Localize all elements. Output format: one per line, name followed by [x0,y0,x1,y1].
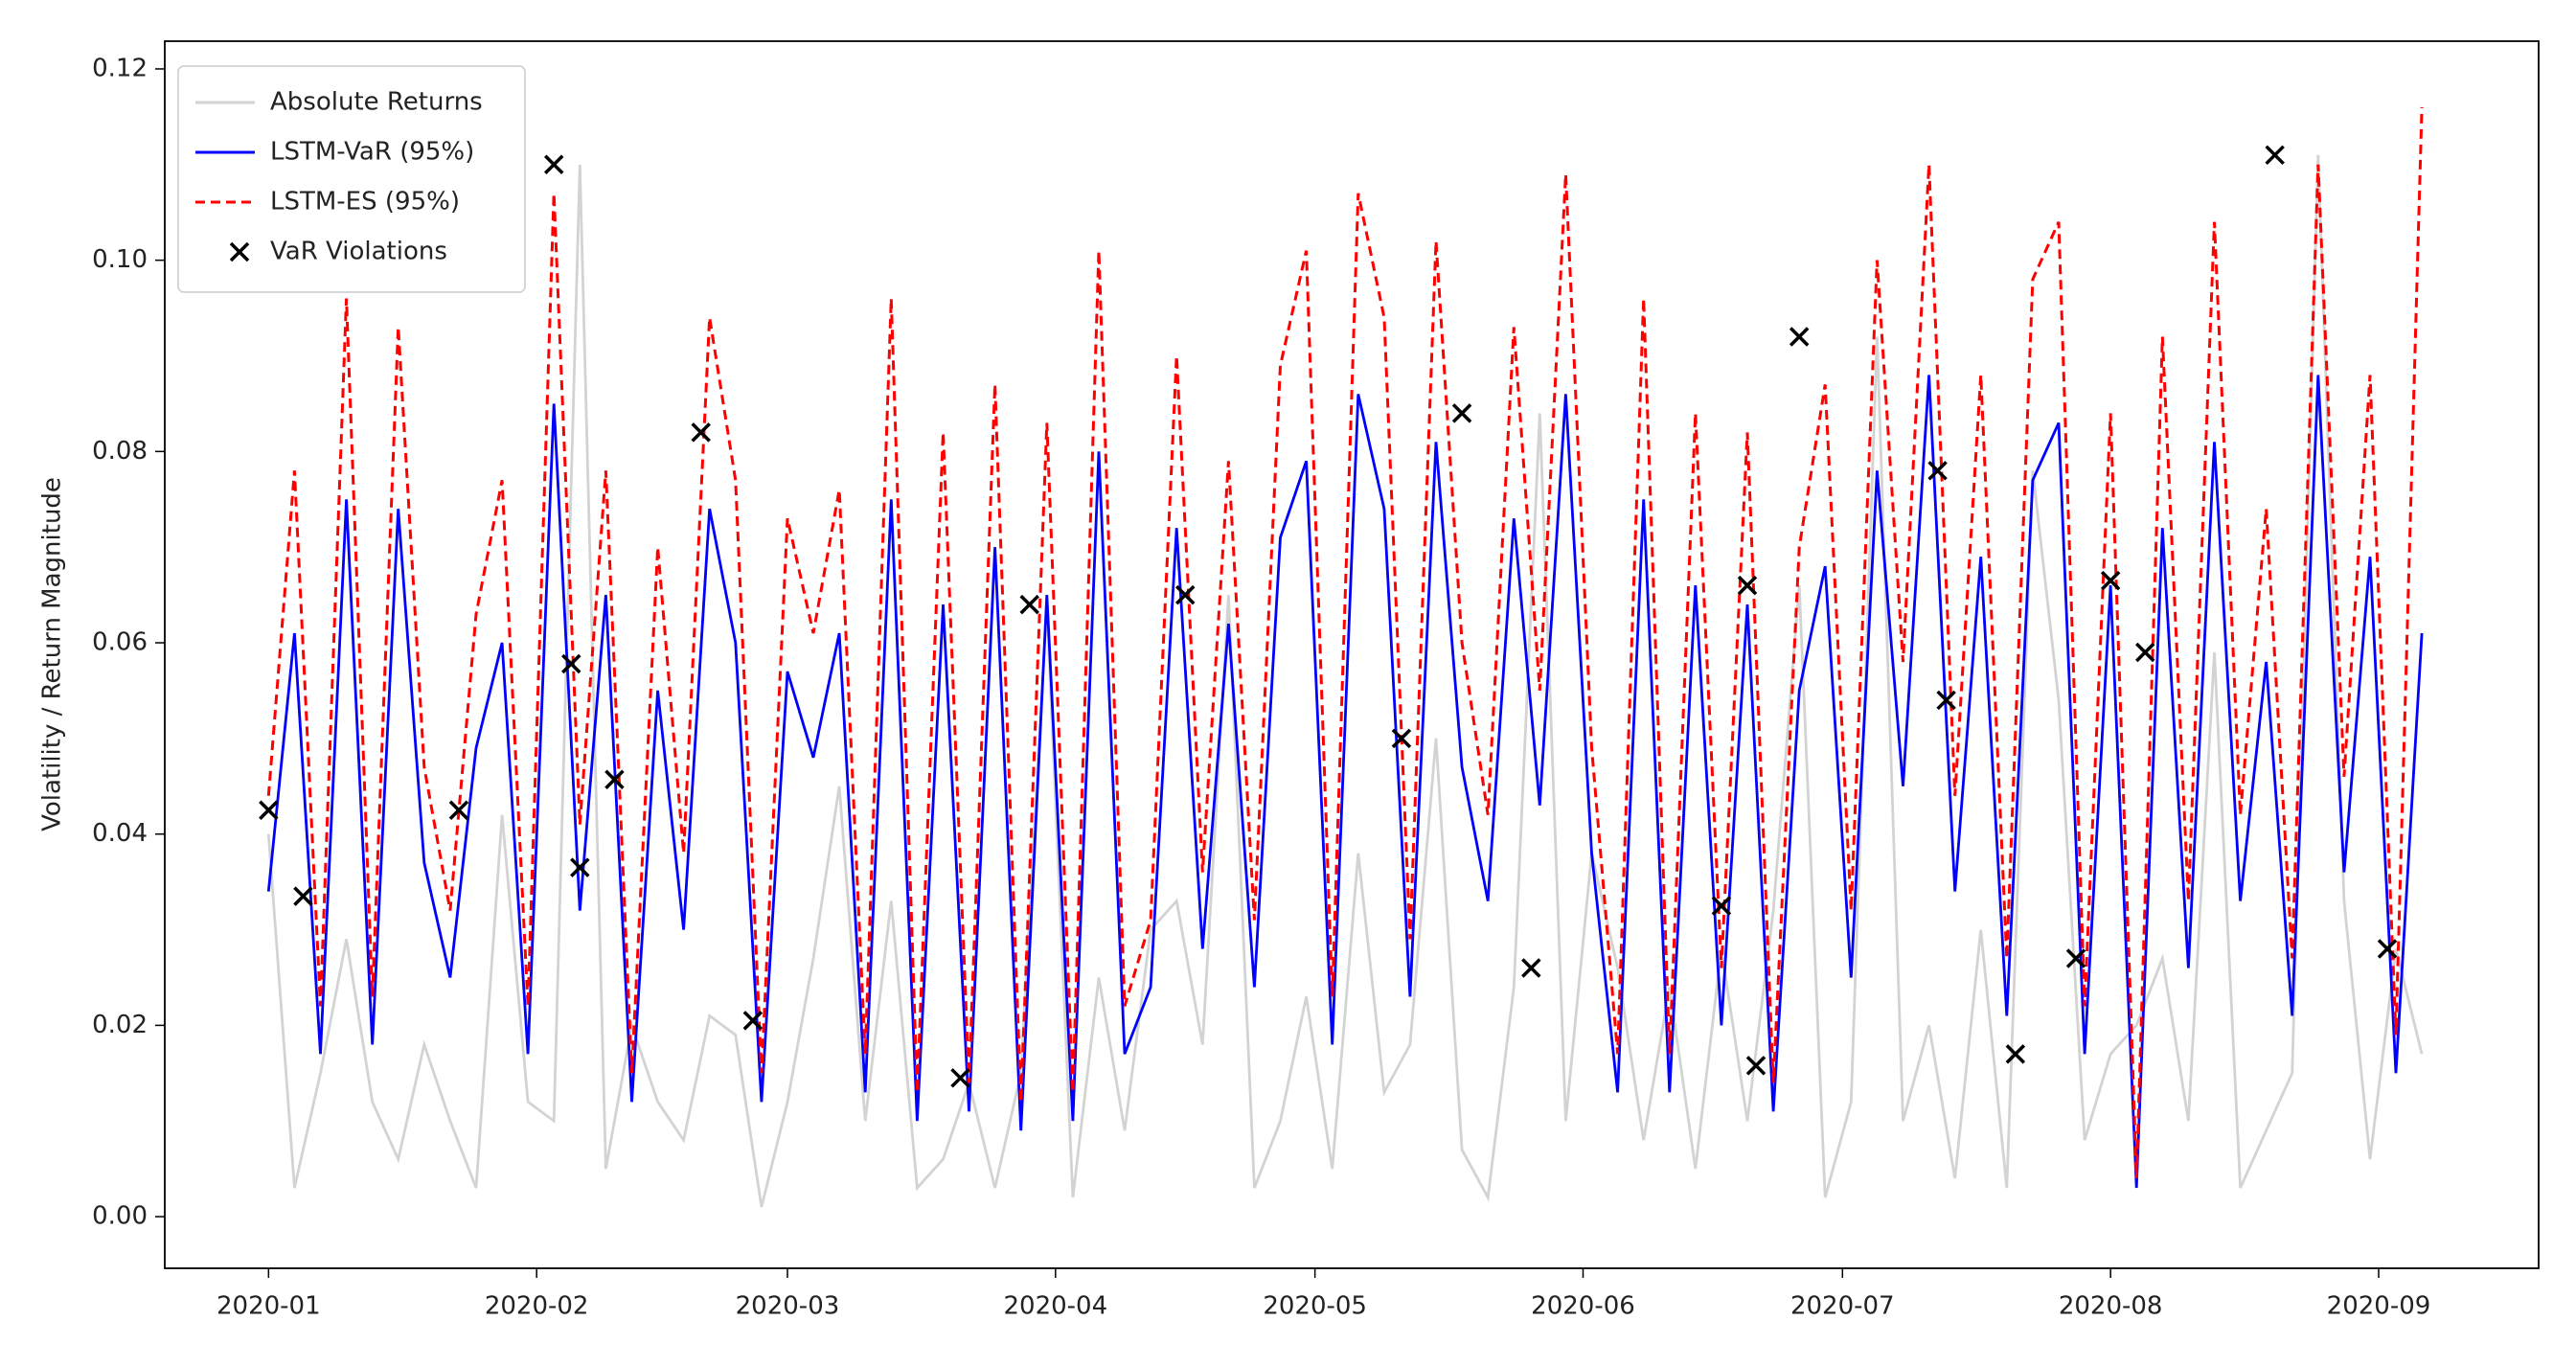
legend-label: Absolute Returns [270,88,483,117]
violation-marker [2065,948,2086,968]
violation-marker [1521,958,1541,978]
violation-marker [543,154,564,175]
x-tick-label: 2020-02 [485,1292,589,1321]
legend-box [177,65,526,293]
x-tick-label: 2020-05 [1263,1292,1367,1321]
y-tick-label: 0.10 [92,245,148,274]
x-tick-label: 2020-09 [2327,1292,2431,1321]
violation-marker [1019,594,1039,615]
violation-marker [259,800,279,820]
violation-marker [2100,570,2121,591]
violation-marker [604,769,625,790]
violation-marker [448,800,469,820]
violation-marker [1936,690,1956,711]
legend-marker [229,241,250,262]
y-tick-label: 0.08 [92,437,148,466]
violation-marker [293,886,313,906]
legend-label: LSTM-VaR (95%) [270,138,474,167]
violation-marker [1451,403,1472,423]
violation-marker [691,422,711,443]
x-tick-label: 2020-07 [1790,1292,1895,1321]
violation-marker [2265,145,2285,166]
x-tick-label: 2020-03 [736,1292,840,1321]
violation-marker [2377,939,2398,959]
y-tick-label: 0.04 [92,819,148,848]
line-series [266,375,2424,1189]
violation-marker [1174,584,1196,605]
violation-marker [950,1068,970,1088]
y-tick-label: 0.00 [92,1202,148,1231]
y-tick-label: 0.06 [92,628,148,657]
violation-marker [1927,461,1948,481]
violation-marker [1789,327,1810,347]
violation-marker [2005,1044,2026,1064]
x-tick-label: 2020-01 [217,1292,321,1321]
x-tick-label: 2020-08 [2059,1292,2163,1321]
violation-marker [570,857,590,877]
x-tick-label: 2020-04 [1003,1292,1107,1321]
legend-label: LSTM-ES (95%) [270,188,460,216]
x-tick-label: 2020-06 [1531,1292,1635,1321]
violation-marker [2135,642,2155,663]
violation-marker [1737,575,1758,596]
y-axis-label: Volatility / Return Magnitude [38,477,67,831]
line-series [266,154,2424,1208]
y-tick-label: 0.02 [92,1011,148,1039]
violation-marker [1745,1056,1767,1076]
violation-marker [1391,728,1412,749]
plot-frame [164,40,2540,1269]
y-tick-label: 0.12 [92,54,148,82]
violation-marker [1711,896,1732,916]
legend-label: VaR Violations [270,238,447,266]
violation-marker [561,653,581,674]
violation-marker [742,1011,764,1031]
line-series [266,106,2424,1179]
